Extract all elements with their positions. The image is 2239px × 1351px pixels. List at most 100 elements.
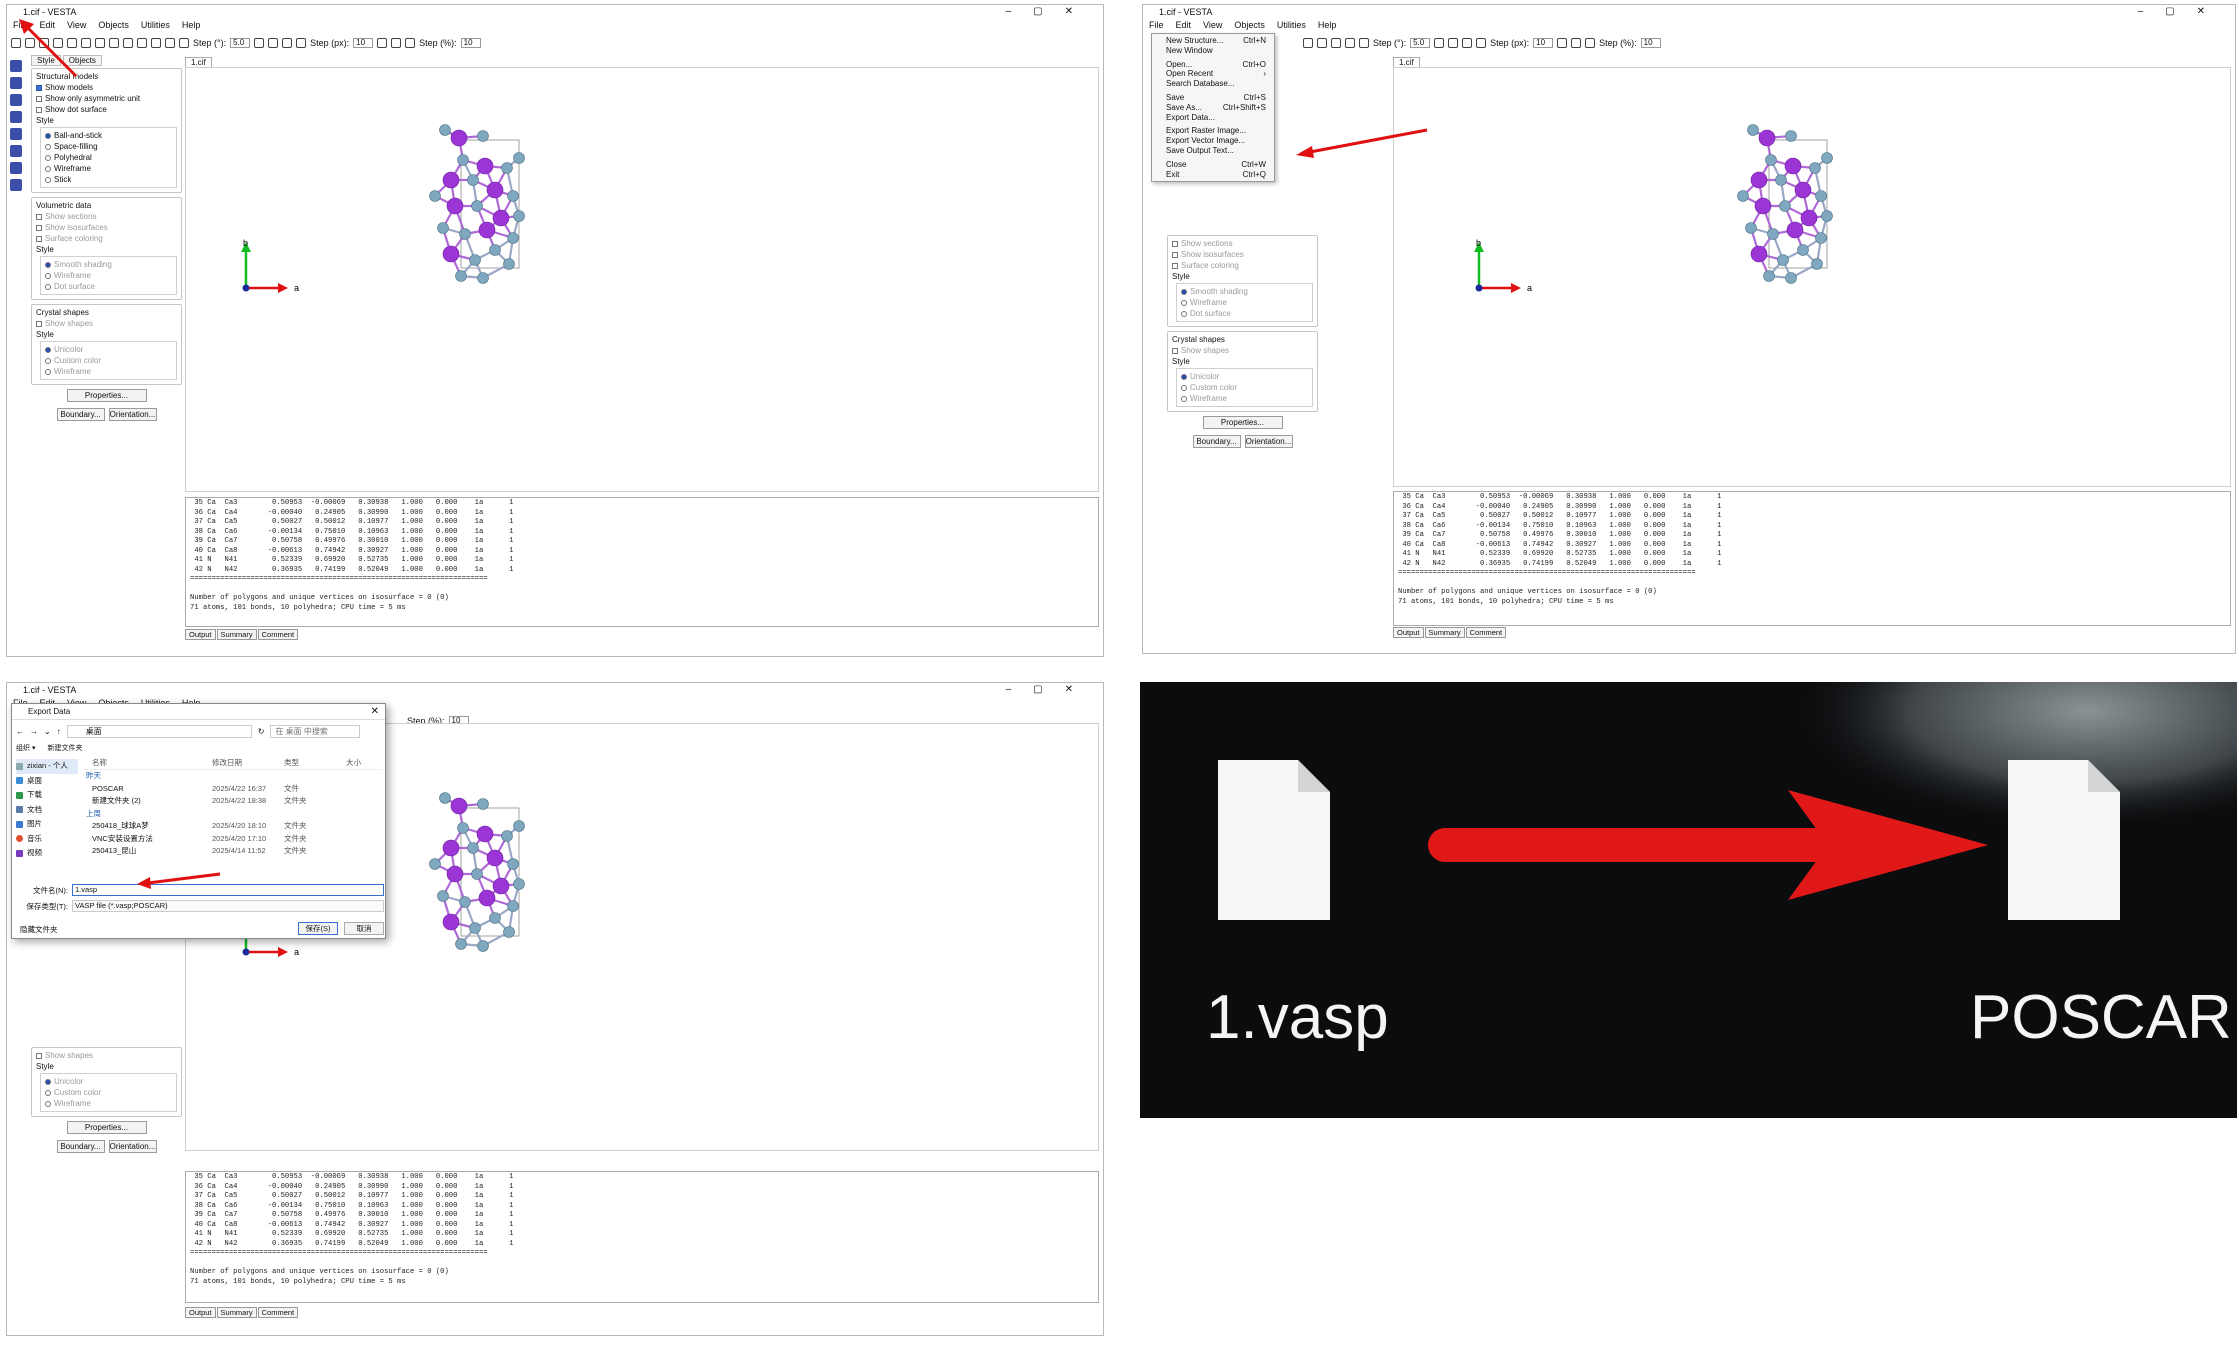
menu-view[interactable]: View [67,20,87,30]
radio[interactable] [1181,288,1187,295]
step-deg-input[interactable]: 5.0 [1410,38,1431,48]
tab-summary[interactable]: Summary [216,629,257,640]
zoom-out-icon[interactable] [391,38,402,48]
tab-output[interactable]: Output [1393,627,1424,638]
checkbox[interactable] [1172,240,1178,247]
list-item[interactable]: VNC安装设置方法 2025/4/20 17:10 文件夹 [84,833,382,846]
menu-item[interactable]: Save Output Text... [1152,146,1274,156]
fit-icon[interactable] [1585,38,1596,48]
filetype-select[interactable]: VASP file (*.vasp;POSCAR) [72,900,384,912]
radio[interactable] [45,357,51,364]
forward-icon[interactable]: → [30,726,38,736]
translate-tool-icon[interactable] [10,77,22,89]
toolbar-icon[interactable] [109,38,119,48]
list-item[interactable]: 250418_球球A梦 2025/4/20 18:10 文件夹 [84,820,382,833]
menu-item[interactable]: Save As... Ctrl+Shift+S [1152,103,1274,113]
menu-item[interactable]: Search Database... [1152,79,1274,89]
radio[interactable] [45,1089,51,1096]
zoom-in-icon[interactable] [1557,38,1568,48]
step-pct-input[interactable]: 10 [1640,38,1661,48]
arrow-down-icon[interactable] [1448,38,1459,48]
orientation-button[interactable]: Orientation... [1244,435,1293,448]
window-controls[interactable]: –▢✕ [1005,684,1095,695]
rotate-tool-icon[interactable] [10,94,22,106]
tab-comment[interactable]: Comment [257,629,299,640]
boundary-button[interactable]: Boundary... [1192,435,1241,448]
toolbar-icon[interactable] [179,38,189,48]
radio[interactable] [1181,395,1187,402]
menu-item[interactable]: Export Vector Image... [1152,136,1274,146]
show-models-checkbox[interactable] [36,84,42,91]
toolbar-icon[interactable] [1331,38,1341,48]
toolbar-icon[interactable] [1345,38,1355,48]
tab-comment[interactable]: Comment [1465,627,1507,638]
arrow-left-icon[interactable] [1462,38,1473,48]
toolbar-icon[interactable] [1317,38,1327,48]
close-icon[interactable]: ✕ [370,706,379,717]
file-tab[interactable]: 1.cif [1393,57,1420,67]
checkbox[interactable] [1172,347,1178,354]
col-size[interactable]: 大小 [346,758,361,767]
tab-summary[interactable]: Summary [216,1307,257,1318]
structure-view[interactable]: b a [1393,67,2231,487]
radio[interactable] [1181,299,1187,306]
window-controls[interactable]: –▢✕ [2137,6,2227,17]
step-px-input[interactable]: 10 [353,38,374,48]
nav-item-pictures[interactable]: 图片 [16,817,78,832]
arrow-up-icon[interactable] [1434,38,1445,48]
radio[interactable] [45,272,51,279]
structure-view[interactable]: b a [185,67,1099,492]
asym-checkbox[interactable] [36,95,42,102]
group-header[interactable]: 上周 [86,808,101,818]
magnify-tool-icon[interactable] [10,111,22,123]
menu-edit[interactable]: Edit [1175,20,1192,30]
list-item[interactable]: POSCAR 2025/4/22 16:37 文件 [84,783,382,796]
menu-objects[interactable]: Objects [1234,20,1265,30]
angle-tool-icon[interactable] [10,145,22,157]
toolbar-icon[interactable] [165,38,175,48]
radio-polyhedral[interactable] [45,154,51,161]
radio[interactable] [45,346,51,353]
nav-item-videos[interactable]: 视频 [16,846,78,861]
radio-ball-stick[interactable] [45,132,51,139]
checkbox[interactable] [36,1052,42,1059]
dihedral-tool-icon[interactable] [10,162,22,174]
organize-button[interactable]: 组织 ▾ [16,745,36,752]
toolbar-icon[interactable] [1359,38,1369,48]
arrow-right-icon[interactable] [1476,38,1487,48]
nav-item-documents[interactable]: 文档 [16,803,78,818]
boundary-button[interactable]: Boundary... [56,1140,105,1153]
toolbar-icon[interactable] [67,38,77,48]
checkbox[interactable] [36,235,42,242]
toolbar-icon[interactable] [151,38,161,48]
list-item[interactable]: 新建文件夹 (2) 2025/4/22 18:38 文件夹 [84,795,382,808]
arrow-up-icon[interactable] [254,38,265,48]
file-tab[interactable]: 1.cif [185,57,212,67]
properties-button[interactable]: Properties... [66,1121,147,1134]
arrow-right-icon[interactable] [296,38,307,48]
menu-utilities[interactable]: Utilities [140,20,170,30]
save-button[interactable]: 保存(S) [298,922,338,935]
menu-help[interactable]: Help [181,20,201,30]
hide-folders-toggle[interactable]: 隐藏文件夹 [20,925,58,934]
radio[interactable] [1181,310,1187,317]
menu-objects[interactable]: Objects [98,20,129,30]
checkbox[interactable] [1172,251,1178,258]
up-icon[interactable]: ↑ [56,726,61,736]
select-tool-icon[interactable] [10,60,22,72]
radio-stick[interactable] [45,176,51,183]
menu-item[interactable]: New Structure... Ctrl+N [1152,36,1274,46]
menu-item[interactable]: Save Ctrl+S [1152,93,1274,103]
plane-tool-icon[interactable] [10,179,22,191]
toolbar-icon[interactable] [95,38,105,48]
menu-edit[interactable]: Edit [39,20,56,30]
tab-comment[interactable]: Comment [257,1307,299,1318]
distance-tool-icon[interactable] [10,128,22,140]
menu-item[interactable]: Open Recent › [1152,69,1274,79]
tab-summary[interactable]: Summary [1424,627,1465,638]
tab-output[interactable]: Output [185,629,216,640]
nav-item-desktop[interactable]: 桌面 [16,774,78,789]
col-date[interactable]: 修改日期 [212,758,242,767]
toolbar-icon[interactable] [39,38,49,48]
orientation-button[interactable]: Orientation... [108,408,157,421]
